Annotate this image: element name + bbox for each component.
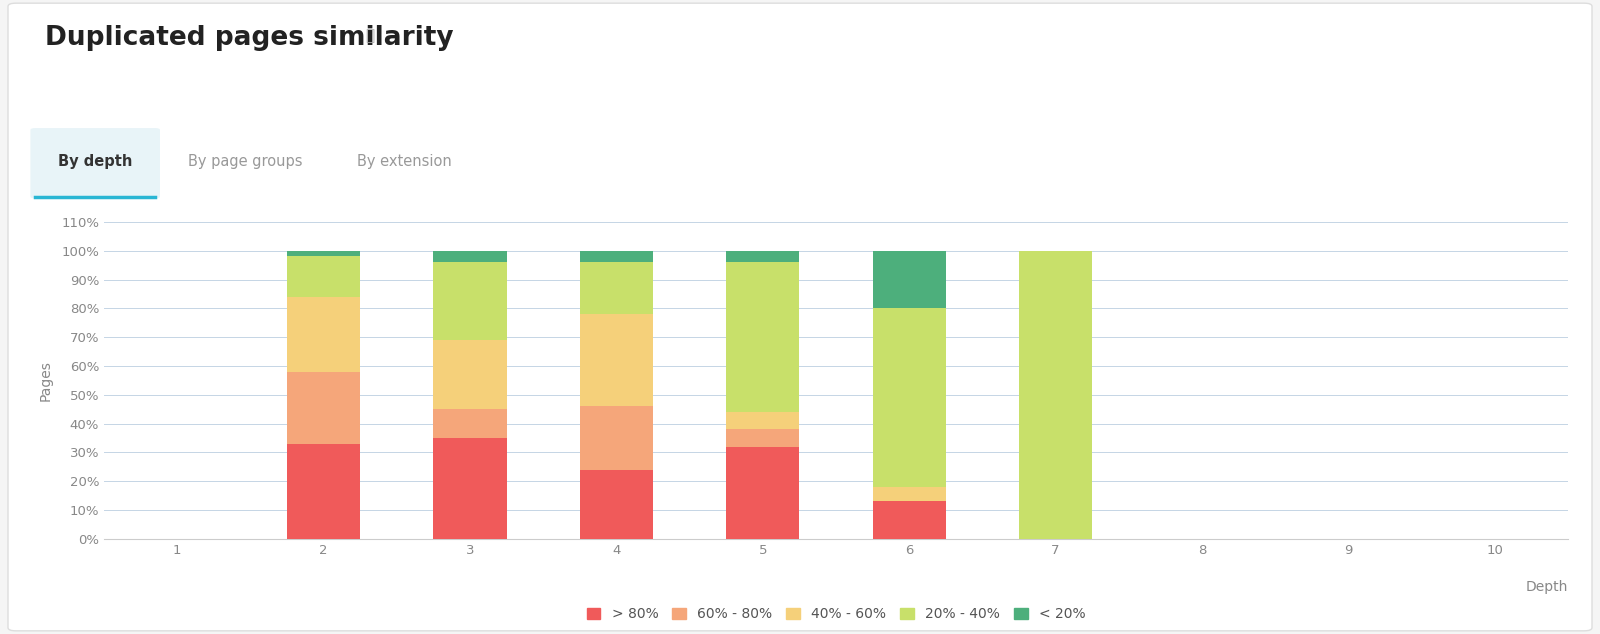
Text: By depth: By depth: [58, 154, 133, 169]
Bar: [726, 250, 800, 262]
Bar: [579, 314, 653, 406]
Text: By extension: By extension: [357, 154, 453, 169]
Text: By page groups: By page groups: [187, 154, 302, 169]
Legend: > 80%, 60% - 80%, 40% - 60%, 20% - 40%, < 20%: > 80%, 60% - 80%, 40% - 60%, 20% - 40%, …: [581, 602, 1091, 627]
Text: Depth: Depth: [1526, 580, 1568, 594]
Bar: [579, 262, 653, 314]
Bar: [286, 297, 360, 372]
Bar: [726, 429, 800, 447]
Bar: [872, 487, 946, 501]
Bar: [579, 470, 653, 539]
Bar: [726, 262, 800, 412]
Bar: [872, 250, 946, 308]
Bar: [579, 406, 653, 470]
Bar: [726, 447, 800, 539]
Bar: [286, 444, 360, 539]
Text: ⓘ: ⓘ: [365, 29, 374, 44]
Bar: [434, 340, 507, 409]
Bar: [726, 412, 800, 429]
Y-axis label: Pages: Pages: [38, 360, 53, 401]
Bar: [434, 262, 507, 340]
Bar: [286, 257, 360, 297]
Bar: [1019, 250, 1093, 539]
Bar: [286, 372, 360, 444]
Bar: [872, 501, 946, 539]
Bar: [434, 250, 507, 262]
Bar: [286, 250, 360, 257]
Bar: [434, 438, 507, 539]
Bar: [579, 250, 653, 262]
Text: Duplicated pages similarity: Duplicated pages similarity: [45, 25, 453, 51]
Bar: [872, 308, 946, 487]
Bar: [434, 409, 507, 438]
